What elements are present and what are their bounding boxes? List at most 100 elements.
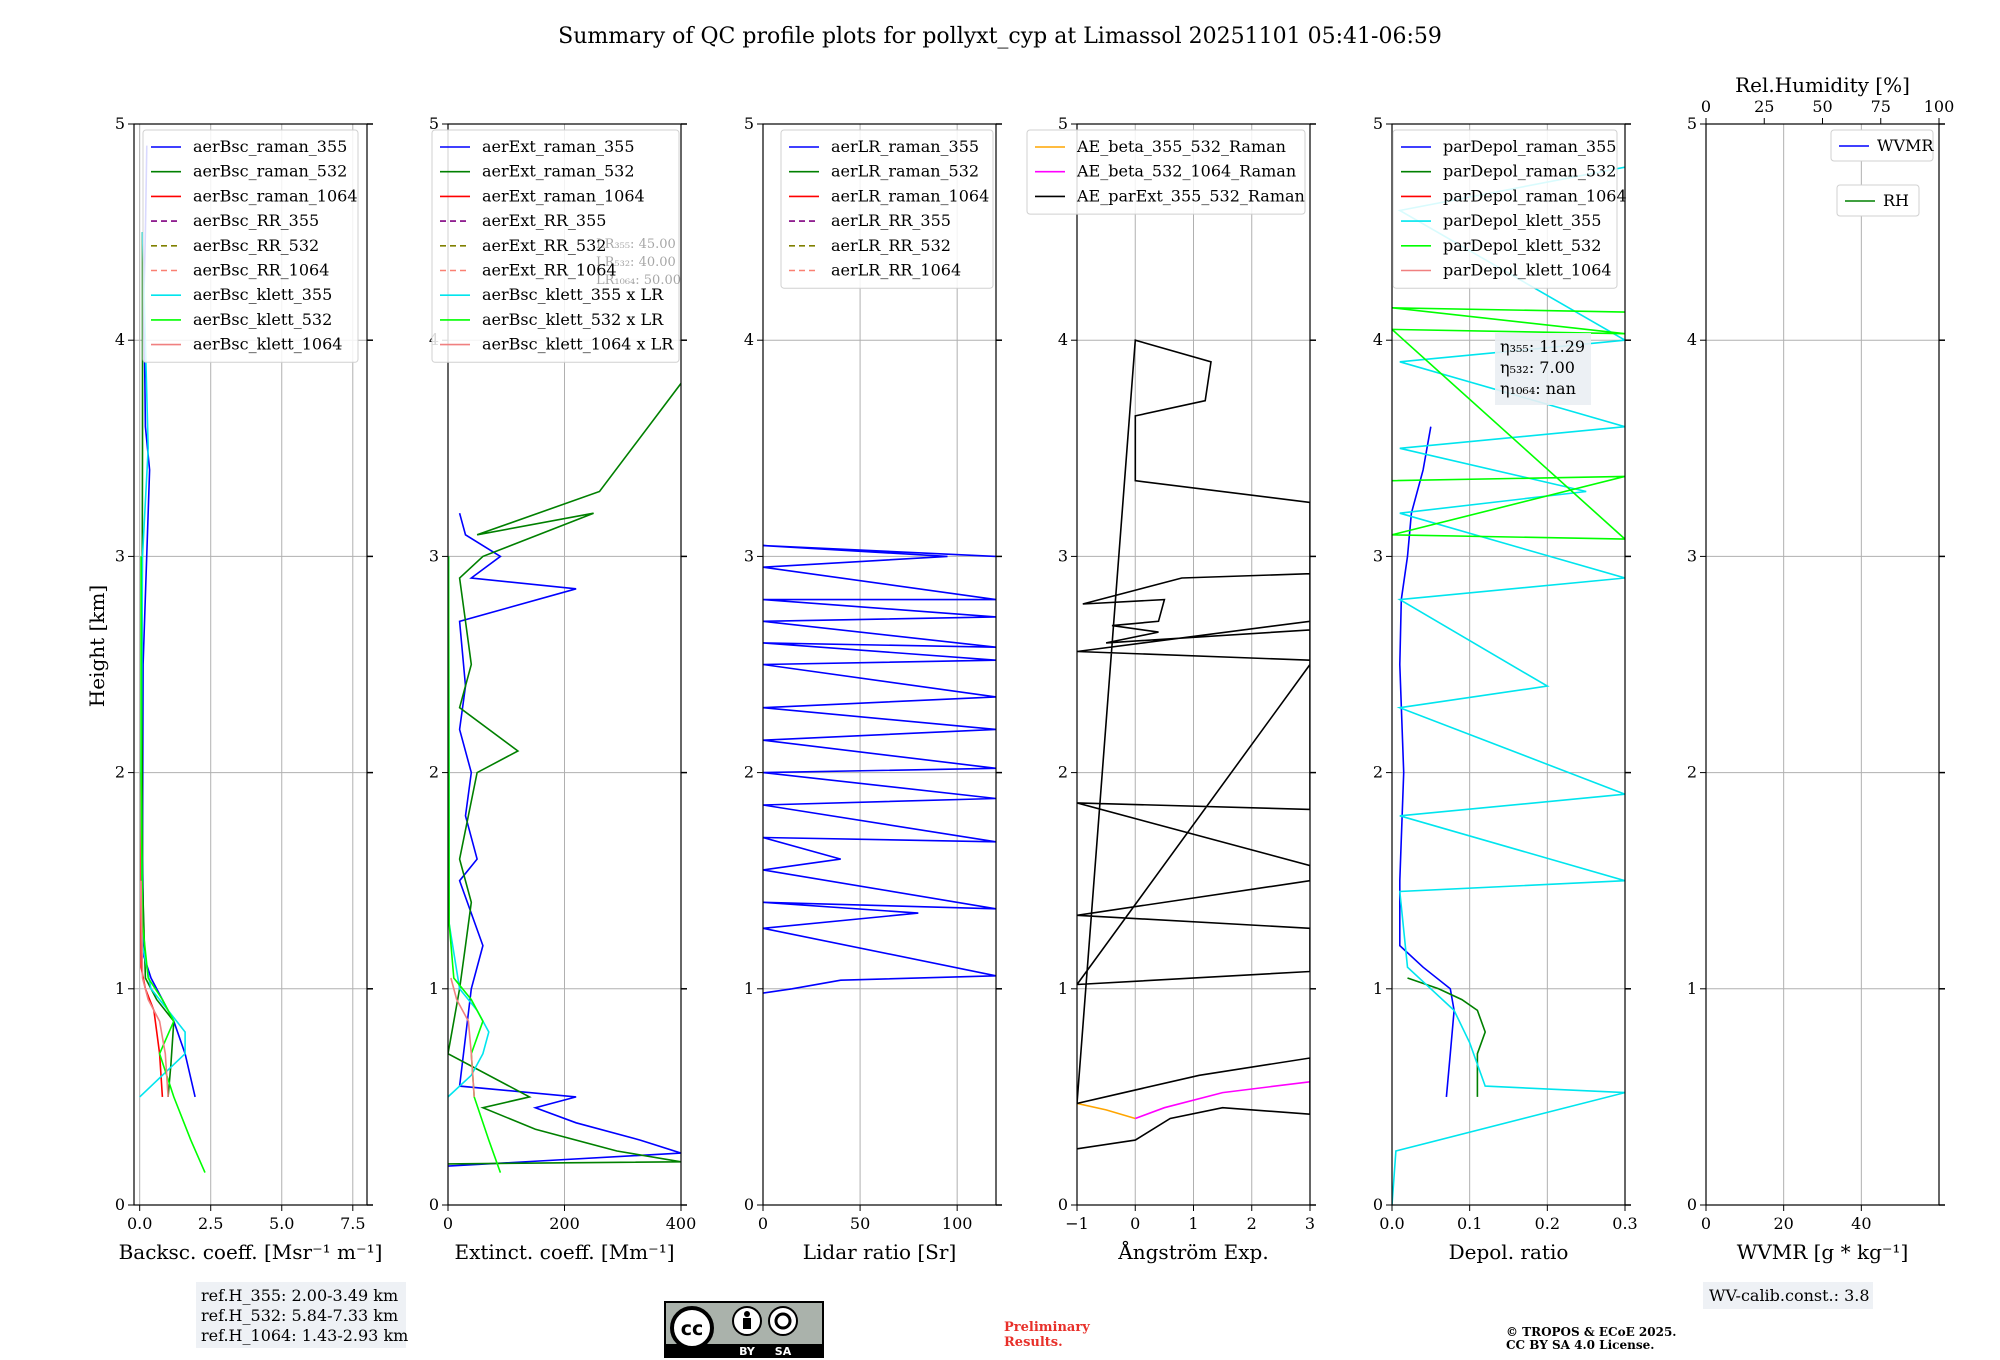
y-tick-label-4: 4: [744, 330, 754, 349]
legend-entry-2: aerLR_raman_1064: [831, 186, 989, 205]
y-tick-label-3: 3: [1687, 546, 1697, 565]
series-line-aerBsc-klett-1064: [140, 880, 169, 1097]
x-tick-label-3: 2: [1247, 1214, 1257, 1233]
plot-frame: [133, 123, 368, 1206]
legend-entry-5: aerLR_RR_1064: [831, 261, 961, 280]
y-tick-label-2: 2: [429, 763, 439, 782]
y-tick-label-3: 3: [744, 546, 754, 565]
eta-box: η₃₅₅: 11.29 η₅₃₂: 7.00 η₁₀₆₄: nan: [1495, 333, 1591, 405]
lr-355-note: LR₃₅₅: 45.00: [596, 237, 676, 252]
legend-box-0: [1830, 129, 1934, 162]
x-tick-label-1: 0: [1130, 1214, 1140, 1233]
x-tick-label-0: 0: [443, 1214, 453, 1233]
figure-title: Summary of QC profile plots for pollyxt_…: [558, 24, 1442, 49]
legend-entry-2: aerExt_raman_1064: [482, 186, 645, 205]
cc-by-sa-badge: cc BY SA: [664, 1301, 824, 1358]
series-line-AE-beta-532-1064-Raman: [1135, 1081, 1310, 1120]
legend-box-1: [1836, 184, 1920, 217]
y-tick-label-0: 0: [1058, 1195, 1068, 1214]
legend-entry-1: aerExt_raman_532: [482, 162, 635, 181]
y-tick-label-0: 0: [744, 1195, 754, 1214]
legend-entry-4: parDepol_klett_532: [1443, 236, 1601, 255]
legend-entry-5: aerExt_RR_1064: [482, 261, 617, 280]
legend-entry-2: parDepol_raman_1064: [1443, 186, 1627, 205]
y-tick-label-3: 3: [1373, 546, 1383, 565]
y-tick-label-4: 4: [115, 330, 125, 349]
series-line-aerBsc-klett-355: [139, 232, 186, 1098]
series-line-parDepol-raman-532: [1407, 977, 1487, 1097]
series-line-aerBsc-klett-532-x-LR: [448, 556, 502, 1173]
y-tick-label-1: 1: [429, 979, 439, 998]
y-tick-label-4: 4: [1058, 330, 1068, 349]
legend-entry-0: aerLR_raman_355: [831, 137, 979, 156]
y-tick-label-4: 4: [1687, 330, 1697, 349]
cc-icon-label: cc: [681, 1318, 704, 1340]
legend-entry-8: aerBsc_klett_1064: [193, 335, 342, 354]
x-tick-label-0: 0.0: [1379, 1214, 1404, 1233]
legend-entry-7: aerBsc_klett_532 x LR: [482, 310, 664, 329]
x-axis-label: Ångström Exp.: [1117, 1239, 1268, 1264]
series-line-aerBsc-klett-532: [140, 556, 206, 1173]
legend-entry-1: aerLR_raman_532: [831, 162, 979, 181]
sa-icon: [768, 1306, 798, 1336]
legend-entry-1: AE_beta_532_1064_Raman: [1076, 162, 1296, 181]
legend-entry-0: AE_beta_355_532_Raman: [1076, 137, 1286, 156]
copyright-line1: © TROPOS & ECoE 2025.: [1506, 1325, 1676, 1339]
copyright-line2: CC BY SA 4.0 License.: [1506, 1338, 1654, 1352]
x-tick-label-2: 400: [666, 1214, 697, 1233]
x-tick-label-3: 7.5: [340, 1214, 365, 1233]
legend-entry-7: aerBsc_klett_532: [193, 310, 332, 329]
eta-1064: η₁₀₆₄: nan: [1500, 379, 1576, 398]
legend-entry-1: parDepol_raman_532: [1443, 162, 1616, 181]
x-tick-label-2: 40: [1851, 1214, 1871, 1233]
y-tick-label-3: 3: [1058, 546, 1068, 565]
by-label: BY: [739, 1345, 756, 1358]
y-tick-label-1: 1: [1687, 979, 1697, 998]
y-tick-label-1: 1: [744, 979, 754, 998]
series-line-parDepol-klett-532: [1392, 307, 1625, 540]
x-tick-label-1: 2.5: [198, 1214, 223, 1233]
panel-water_vapor: 0 20 40 0 1 2 3 4 5 WVMR [g * kg⁻¹] 0 25 50 75 100 Rel.…: [1687, 73, 1954, 1264]
y-tick-label-5: 5: [1687, 114, 1697, 133]
cc-icon: [670, 1306, 714, 1350]
y-tick-label-0: 0: [429, 1195, 439, 1214]
wv-calib-text: WV-calib.const.: 3.8: [1709, 1286, 1870, 1305]
x-tick-label-2: 5.0: [269, 1214, 294, 1233]
x-tick-label-2: 100: [942, 1214, 973, 1233]
ref-height-box: ref.H_355: 2.00-3.49 km ref.H_532: 5.84-…: [196, 1282, 408, 1348]
x-tick-label-1: 20: [1773, 1214, 1793, 1233]
x-tick-label-4: 3: [1305, 1214, 1315, 1233]
wv-calib-box: WV-calib.const.: 3.8: [1703, 1282, 1873, 1309]
y-tick-label-1: 1: [115, 979, 125, 998]
sa-label: SA: [775, 1345, 792, 1358]
panel-backscatter: 0.0 2.5 5.0 7.5 0 1 2 3 4 5 Backsc. coeff. [Msr⁻¹ …: [115, 114, 383, 1264]
y-axis-label: Height [km]: [85, 585, 109, 707]
x2-tick-label-4: 100: [1924, 97, 1955, 116]
series-line-parDepol-klett-355: [1392, 166, 1625, 1205]
legend-entry-2: AE_parExt_355_532_Raman: [1076, 186, 1305, 205]
eta-532: η₅₃₂: 7.00: [1500, 358, 1575, 377]
legend-entry-8: aerBsc_klett_1064 x LR: [482, 335, 674, 354]
x-axis-label: Lidar ratio [Sr]: [803, 1240, 957, 1264]
series-line-aerExt-raman-355: [448, 512, 681, 1167]
eta-355: η₃₅₅: 11.29: [1500, 337, 1585, 356]
y-tick-label-3: 3: [115, 546, 125, 565]
legend-entry-0: parDepol_raman_355: [1443, 137, 1616, 156]
plot-frame: [1391, 123, 1626, 1206]
legend-box: [142, 129, 359, 363]
legend-entry-3: aerBsc_RR_355: [193, 211, 319, 230]
x-tick-label-0: 0.0: [127, 1214, 152, 1233]
x-axis-label: Extinct. coeff. [Mm⁻¹]: [454, 1240, 674, 1264]
x-tick-label-2: 1: [1188, 1214, 1198, 1233]
y-tick-label-5: 5: [429, 114, 439, 133]
ref-h-355: ref.H_355: 2.00-3.49 km: [201, 1286, 398, 1305]
x-axis-label: WVMR [g * kg⁻¹]: [1737, 1240, 1909, 1264]
y-tick-label-2: 2: [744, 763, 754, 782]
y-tick-label-1: 1: [1373, 979, 1383, 998]
x-tick-label-0: −1: [1065, 1214, 1089, 1233]
legend-entry-5: parDepol_klett_1064: [1443, 261, 1612, 280]
preliminary-line2: Results.: [1004, 1335, 1063, 1350]
legend-box: [1026, 129, 1306, 215]
x-tick-label-3: 0.3: [1612, 1214, 1637, 1233]
